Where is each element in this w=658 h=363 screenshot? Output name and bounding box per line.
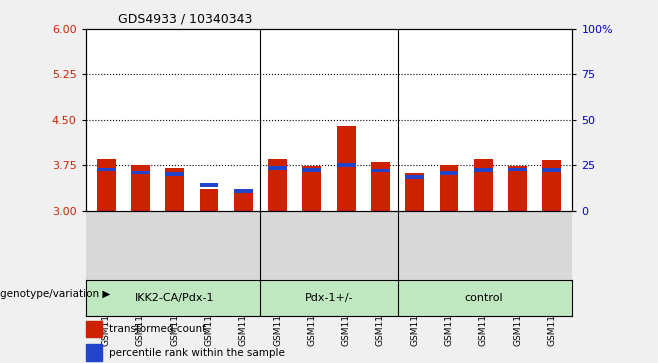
Text: control: control [464, 293, 503, 303]
Text: IKK2-CA/Pdx-1: IKK2-CA/Pdx-1 [135, 293, 215, 303]
Text: GDS4933 / 10340343: GDS4933 / 10340343 [118, 12, 253, 25]
Bar [97, 168, 116, 171]
Bar [268, 159, 287, 211]
Bar [474, 168, 493, 172]
Text: genotype/variation ▶: genotype/variation ▶ [0, 289, 111, 299]
Bar [405, 173, 424, 211]
Bar [337, 163, 355, 167]
Bar [337, 126, 355, 211]
Bar [508, 166, 527, 211]
Bar [268, 166, 287, 170]
Bar [405, 175, 424, 179]
Bar [86, 321, 102, 337]
Bar [131, 171, 150, 174]
Bar [97, 159, 116, 211]
Bar [440, 165, 459, 211]
Bar [131, 165, 150, 211]
Text: transformed count: transformed count [109, 324, 206, 334]
Bar [86, 344, 102, 361]
Bar [199, 183, 218, 187]
Bar [542, 160, 561, 211]
Bar [234, 189, 253, 193]
Bar [303, 166, 321, 211]
Bar [508, 168, 527, 171]
Bar [371, 162, 390, 211]
Bar [165, 168, 184, 211]
Bar [199, 189, 218, 211]
Text: Pdx-1+/-: Pdx-1+/- [305, 293, 353, 303]
Bar [165, 172, 184, 176]
Bar [474, 159, 493, 211]
Bar [371, 169, 390, 172]
Text: percentile rank within the sample: percentile rank within the sample [109, 348, 284, 358]
Bar [234, 192, 253, 211]
Bar [440, 171, 459, 175]
Bar [303, 168, 321, 172]
Bar [542, 168, 561, 172]
